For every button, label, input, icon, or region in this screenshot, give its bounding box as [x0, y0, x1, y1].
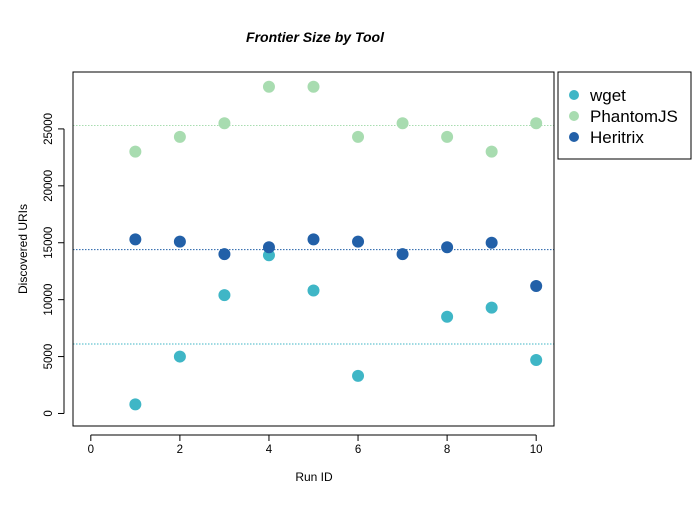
point-heritrix — [173, 235, 186, 248]
point-phantomjs — [129, 145, 142, 158]
point-heritrix — [352, 235, 365, 248]
x-axis: 0 2 4 6 8 10 — [88, 434, 543, 456]
y-axis-label: Discovered URIs — [16, 204, 30, 294]
point-wget — [218, 289, 231, 302]
point-wget — [485, 301, 498, 314]
point-heritrix — [396, 248, 409, 261]
point-heritrix — [262, 241, 275, 254]
legend-label-heritrix: Heritrix — [590, 128, 644, 147]
point-phantomjs — [307, 80, 320, 93]
point-phantomjs — [352, 130, 365, 143]
point-wget — [129, 398, 142, 411]
x-tick-label: 2 — [177, 444, 183, 456]
legend: wget PhantomJS Heritrix — [557, 71, 692, 160]
point-heritrix — [530, 279, 543, 292]
point-phantomjs — [218, 117, 231, 130]
point-phantomjs — [485, 145, 498, 158]
mean-lines — [73, 124, 554, 345]
y-tick-label: 5000 — [43, 344, 55, 370]
y-axis: 0 5000 10000 15000 20000 25000 — [43, 113, 65, 417]
point-phantomjs — [396, 117, 409, 130]
y-tick-label: 10000 — [43, 284, 55, 316]
x-tick-label: 8 — [444, 444, 450, 456]
x-tick-label: 0 — [88, 444, 94, 456]
point-wget — [352, 369, 365, 382]
y-tick-label: 20000 — [43, 170, 55, 202]
point-phantomjs — [441, 130, 454, 143]
x-axis-label: Run ID — [295, 470, 333, 484]
x-tick-label: 4 — [266, 444, 273, 456]
legend-box — [557, 71, 692, 160]
point-phantomjs — [262, 80, 275, 93]
legend-label-wget: wget — [589, 86, 626, 105]
point-wget — [530, 353, 543, 366]
point-heritrix — [129, 233, 142, 246]
y-tick-label: 0 — [43, 410, 55, 416]
point-wget — [441, 310, 454, 323]
point-wget — [173, 350, 186, 363]
point-heritrix — [218, 248, 231, 261]
point-heritrix — [485, 236, 498, 249]
point-heritrix — [441, 241, 454, 254]
legend-marker-wget — [569, 90, 579, 100]
point-phantomjs — [173, 130, 186, 143]
legend-marker-phantomjs — [569, 111, 579, 121]
plot-frame — [72, 71, 555, 427]
chart-title: Frontier Size by Tool — [246, 29, 385, 45]
data-points — [129, 80, 543, 411]
y-tick-label: 15000 — [43, 227, 55, 259]
legend-label-phantomjs: PhantomJS — [590, 107, 678, 126]
x-tick-label: 10 — [530, 444, 543, 456]
point-wget — [307, 284, 320, 297]
point-phantomjs — [530, 117, 543, 130]
point-heritrix — [307, 233, 320, 246]
legend-marker-heritrix — [569, 132, 579, 142]
x-tick-label: 6 — [355, 444, 361, 456]
y-tick-label: 25000 — [43, 113, 55, 145]
